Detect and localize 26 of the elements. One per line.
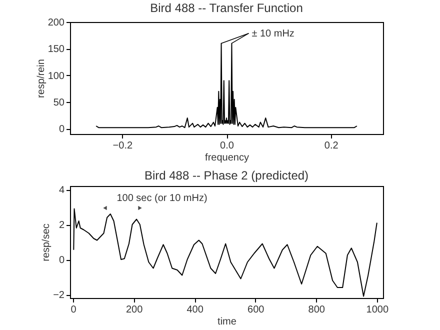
y-axis-title: resp/rein <box>36 59 47 98</box>
x-tick-label: 400 <box>186 304 204 316</box>
y-tick-label: 50 <box>53 98 65 108</box>
y-tick-label: 2 <box>58 220 65 231</box>
chart-title: Bird 488 -- Transfer Function <box>150 1 303 15</box>
y-tick-label: 0 <box>58 124 65 136</box>
y-tick-label: 100 <box>48 70 65 82</box>
x-tick-label: 200 <box>126 304 144 316</box>
annotation: 100 sec (or 10 mHz) <box>116 193 208 204</box>
y-tick-label: 0 <box>58 255 65 266</box>
x-axis-title: frequency <box>205 152 249 164</box>
y-tick-label: −2 <box>53 290 65 301</box>
chart-title: Bird 488 -- Phase 2 (predicted) <box>144 168 309 182</box>
y-axis-title: resp/sec <box>41 224 52 262</box>
x-tick-label: 0 <box>70 304 77 316</box>
x-tick-label: 1000 <box>366 304 389 316</box>
x-tick-label: 600 <box>248 304 265 316</box>
y-tick-label: 200 <box>48 18 65 28</box>
y-tick-label: 4 <box>58 185 65 196</box>
x-tick-label: 0.2 <box>324 140 339 152</box>
y-tick-label: 150 <box>48 44 65 56</box>
x-tick-label: 800 <box>308 304 326 316</box>
x-tick-label: 0.0 <box>220 140 234 152</box>
x-axis-title: time <box>218 316 237 328</box>
x-tick-label: −0.2 <box>112 140 133 152</box>
annotation: ± 10 mHz <box>252 28 294 40</box>
